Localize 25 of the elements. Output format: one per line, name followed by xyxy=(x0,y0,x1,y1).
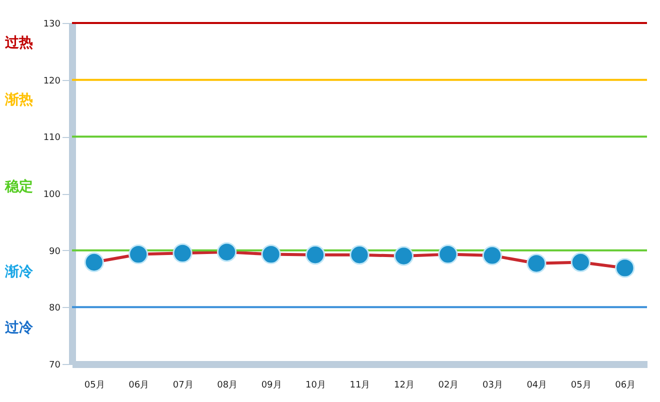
text: 过冷 xyxy=(4,320,34,336)
x-tick-label: 06月 xyxy=(128,380,150,390)
x-tick-label: 05月 xyxy=(84,380,105,390)
x-tick-label: 09月 xyxy=(261,380,282,390)
text: 过热 xyxy=(4,35,33,51)
y-tick-label: 130 xyxy=(43,20,61,30)
y-tick-label: 100 xyxy=(43,190,61,200)
x-tick-label: 12月 xyxy=(394,380,414,390)
text: 稳定 xyxy=(4,178,33,195)
x-tick-label: 03月 xyxy=(482,380,503,390)
x-tick-label: 05月 xyxy=(570,380,592,390)
y-tick-label: 120 xyxy=(43,76,61,86)
x-tick-label: 10月 xyxy=(306,380,326,390)
y-tick-label: 80 xyxy=(49,304,61,314)
text: 渐冷 xyxy=(4,264,34,280)
x-tick-label: 08月 xyxy=(217,380,238,390)
text: 渐热 xyxy=(4,92,33,108)
x-tick-label: 07月 xyxy=(172,380,194,390)
x-tick-label: 11月 xyxy=(350,380,370,390)
x-tick-label: 02月 xyxy=(438,380,459,390)
y-tick-label: 90 xyxy=(49,246,61,257)
y-tick-label: 110 xyxy=(43,133,61,144)
x-tick-label: 04月 xyxy=(526,380,548,390)
y-tick-label: 70 xyxy=(49,360,61,370)
x-tick-label: 06月 xyxy=(615,380,636,390)
